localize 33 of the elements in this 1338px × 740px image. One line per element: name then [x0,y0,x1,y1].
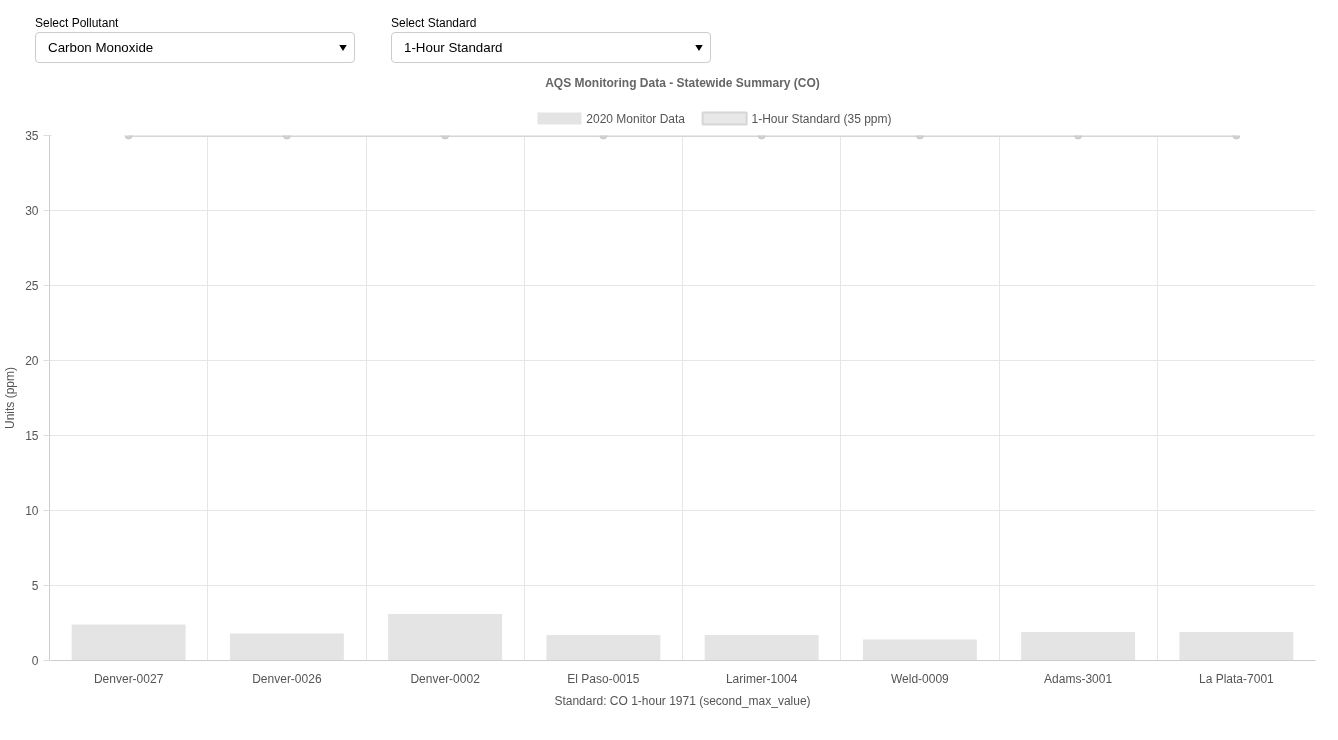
x-tick-label: Adams-3001 [1044,671,1113,686]
x-tick-label: Denver-0002 [410,671,481,686]
legend-label: 2020 Monitor Data [586,111,686,126]
y-tick-label: 15 [25,429,39,444]
bar [1179,632,1294,661]
y-tick-label: 35 [25,129,39,144]
y-tick-label: 30 [25,204,39,219]
y-tick-label: 0 [31,654,39,669]
x-tick-label: Larimer-1004 [725,671,798,686]
bar [71,624,186,661]
y-tick-label: 25 [25,279,39,294]
chart-title: AQS Monitoring Data - Statewide Summary (CO) [545,75,820,90]
x-tick-label: Weld-0009 [890,671,950,686]
y-tick-label: 5 [31,579,39,594]
legend-label: 1-Hour Standard (35 ppm) [751,111,892,126]
y-axis-title: Units (ppm) [3,367,18,430]
text: Select Pollutant [35,15,119,32]
x-tick-label: Denver-0027 [93,671,164,686]
bar [704,635,819,661]
bar [546,635,661,661]
x-tick-label: La Plata-7001 [1199,671,1275,686]
text: 1-Hour Standard [391,32,711,64]
x-axis-title: Standard: CO 1-hour 1971 (second_max_value) [554,693,811,708]
text: Select Standard [391,15,477,32]
bar [862,639,977,661]
y-tick-label: 20 [25,354,39,369]
bar [1021,632,1136,661]
x-tick-label: Denver-0026 [252,671,322,686]
bar [229,633,344,661]
y-tick-label: 10 [25,504,39,519]
bar [388,614,503,661]
text: Carbon Monoxide [35,32,355,64]
x-tick-label: El Paso-0015 [567,671,640,686]
